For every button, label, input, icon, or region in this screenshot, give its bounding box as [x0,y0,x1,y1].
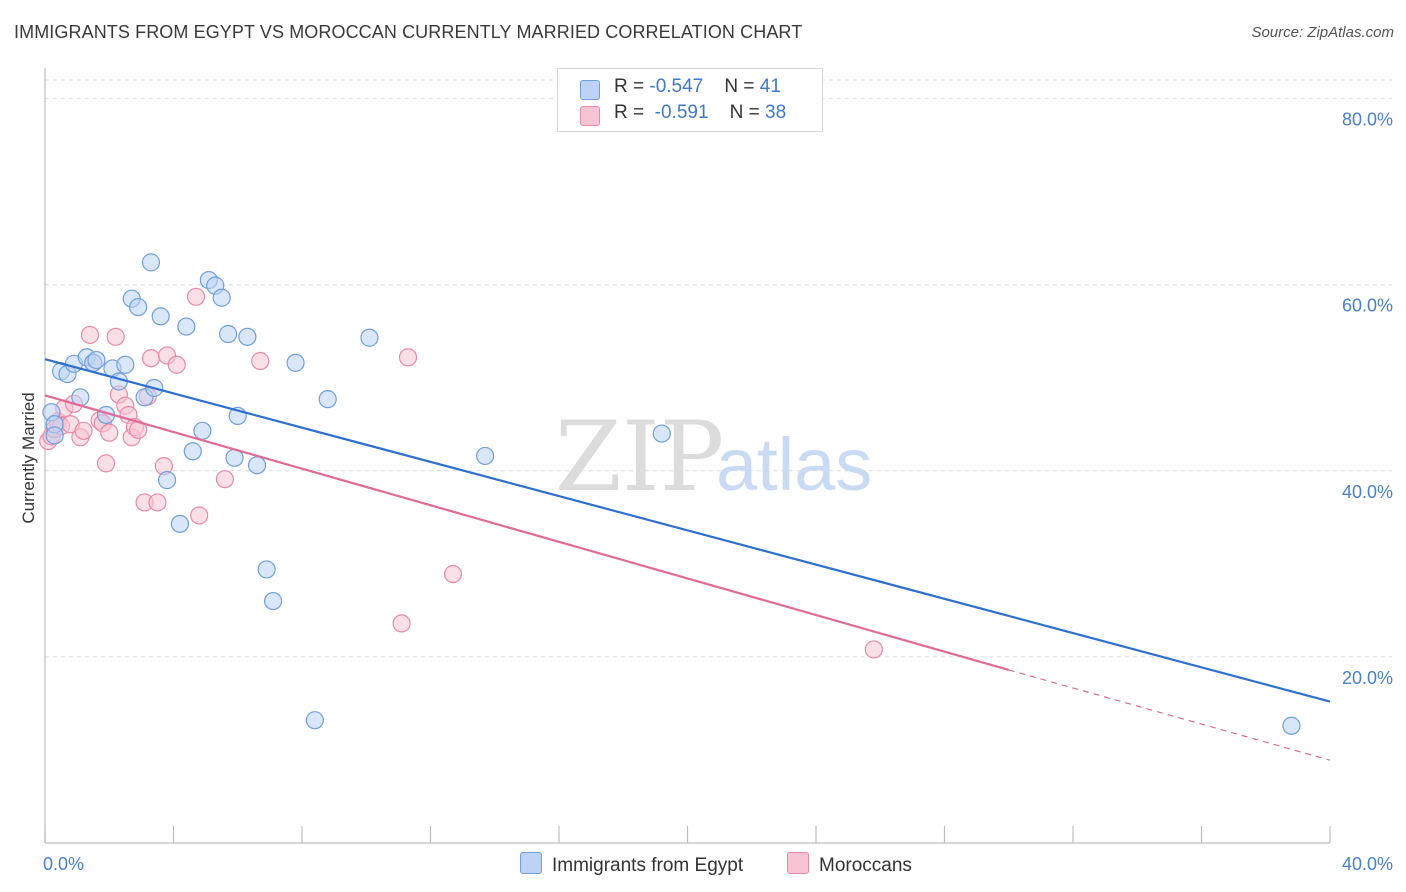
legend-r-value-moroccans: -0.591 [654,102,709,123]
data-point [476,446,495,466]
data-point [190,506,209,525]
data-point [398,348,418,367]
data-point [87,350,106,370]
data-point [443,564,463,584]
data-point [186,287,206,306]
y-tick-label: 40.0% [1342,482,1393,502]
x-tick-label: 40.0% [1342,854,1393,874]
chart-title: IMMIGRANTS FROM EGYPT VS MOROCCAN CURREN… [14,22,803,42]
series-egypt-points [42,253,1301,735]
data-point [392,614,411,633]
data-point [212,288,231,307]
legend-n-value-moroccans: 38 [765,102,787,123]
legend-r-label: R = [614,76,650,97]
data-point [183,442,202,461]
legend-swatch-moroccans [580,106,600,126]
x-tick-label: 0.0% [43,854,84,874]
axes [44,68,1331,844]
data-point [251,351,270,371]
legend-r-value-egypt: -0.547 [649,76,704,97]
data-point [193,421,212,440]
data-point [286,353,305,372]
data-point [177,317,196,336]
data-point [116,355,135,374]
data-point [1282,716,1301,735]
data-point [100,423,119,442]
watermark-zip: ZIP [555,401,724,513]
data-point [96,454,116,473]
legend-swatch-egypt [580,80,600,100]
data-point [45,426,64,445]
data-point [864,640,883,659]
grid-lines [45,79,1392,658]
y-tick-label: 80.0% [1342,110,1393,130]
trend-lines [44,358,1331,761]
correlation-legend: R = -0.547 N = 41 R = -0.591 N = 38 [557,68,823,132]
data-point [141,253,161,272]
y-axis-label: Currently Married [19,392,38,523]
data-point [80,325,100,345]
bottom-legend-label-egypt: Immigrants from Egypt [552,855,744,876]
data-point [263,591,283,611]
bottom-legend-moroccans: Moroccans [787,852,912,877]
data-point [170,514,190,533]
data-point [238,327,257,346]
data-point [151,307,170,326]
y-tick-label: 60.0% [1342,296,1393,316]
bottom-legend-swatch-moroccans [787,852,809,874]
trend-line-moroccans [44,394,1010,671]
data-point [652,424,671,443]
data-point [247,456,267,475]
legend-n-value-egypt: 41 [759,76,781,97]
data-point [167,355,186,374]
source-label: Source: ZipAtlas.com [1251,24,1394,41]
data-point [318,390,337,409]
data-point [157,471,177,490]
data-point [257,560,276,579]
data-point [219,324,238,344]
watermark: ZIP atlas [555,401,872,513]
legend-n-label: N = [729,102,766,123]
legend-r-label: R = [614,102,650,123]
bottom-legend-label-moroccans: Moroccans [819,855,912,876]
data-point [215,470,234,489]
data-point [148,493,167,512]
y-tick-label: 20.0% [1342,668,1393,688]
data-point [129,297,148,317]
data-point [74,421,93,440]
tick-labels: 20.0% 40.0% 60.0% 80.0% 0.0% 40.0% [43,110,1393,874]
trend-line-egypt [44,358,1331,703]
data-point [360,328,379,347]
data-point [106,327,125,346]
data-point [305,711,324,730]
trend-line-moroccans-extension [1008,669,1331,761]
legend-n-label: N = [724,76,760,97]
bottom-legend-swatch-egypt [520,852,542,874]
watermark-atlas: atlas [716,423,872,506]
data-point [141,349,161,368]
bottom-legend-egypt: Immigrants from Egypt [520,852,743,877]
